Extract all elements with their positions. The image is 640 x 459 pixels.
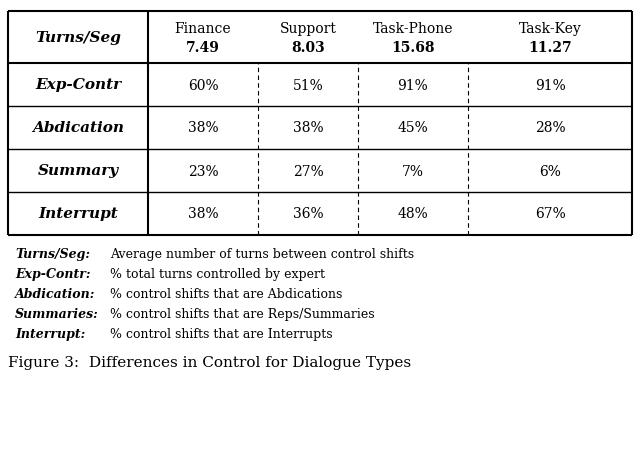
Text: % control shifts that are Interrupts: % control shifts that are Interrupts	[110, 327, 333, 340]
Text: 7.49: 7.49	[186, 41, 220, 55]
Text: 91%: 91%	[534, 78, 565, 92]
Text: 51%: 51%	[292, 78, 323, 92]
Text: Exp-Contr:: Exp-Contr:	[15, 268, 90, 280]
Text: Interrupt:: Interrupt:	[15, 327, 85, 340]
Text: Figure 3:  Differences in Control for Dialogue Types: Figure 3: Differences in Control for Dia…	[8, 355, 411, 369]
Text: Exp-Contr: Exp-Contr	[35, 78, 121, 92]
Text: Summary: Summary	[37, 164, 118, 178]
Text: 15.68: 15.68	[391, 41, 435, 55]
Text: 45%: 45%	[397, 121, 428, 135]
Text: 38%: 38%	[188, 207, 218, 221]
Text: % control shifts that are Reps/Summaries: % control shifts that are Reps/Summaries	[110, 308, 374, 320]
Text: 38%: 38%	[188, 121, 218, 135]
Text: 28%: 28%	[534, 121, 565, 135]
Text: 38%: 38%	[292, 121, 323, 135]
Text: 48%: 48%	[397, 207, 428, 221]
Text: Abdication: Abdication	[32, 121, 124, 135]
Text: 23%: 23%	[188, 164, 218, 178]
Text: Interrupt: Interrupt	[38, 207, 118, 221]
Text: Support: Support	[280, 22, 337, 36]
Text: 7%: 7%	[402, 164, 424, 178]
Text: 91%: 91%	[397, 78, 428, 92]
Text: Turns/Seg: Turns/Seg	[35, 31, 121, 45]
Text: 6%: 6%	[539, 164, 561, 178]
Text: % control shifts that are Abdications: % control shifts that are Abdications	[110, 287, 342, 300]
Text: 8.03: 8.03	[291, 41, 325, 55]
Text: Abdication:: Abdication:	[15, 287, 95, 300]
Text: Task-Phone: Task-Phone	[372, 22, 453, 36]
Text: 27%: 27%	[292, 164, 323, 178]
Text: Summaries:: Summaries:	[15, 308, 99, 320]
Text: Task-Key: Task-Key	[518, 22, 581, 36]
Text: 11.27: 11.27	[528, 41, 572, 55]
Text: 60%: 60%	[188, 78, 218, 92]
Text: % total turns controlled by expert: % total turns controlled by expert	[110, 268, 325, 280]
Text: 36%: 36%	[292, 207, 323, 221]
Text: Finance: Finance	[175, 22, 231, 36]
Text: Average number of turns between control shifts: Average number of turns between control …	[110, 247, 414, 260]
Text: Turns/Seg:: Turns/Seg:	[15, 247, 90, 260]
Text: 67%: 67%	[534, 207, 565, 221]
